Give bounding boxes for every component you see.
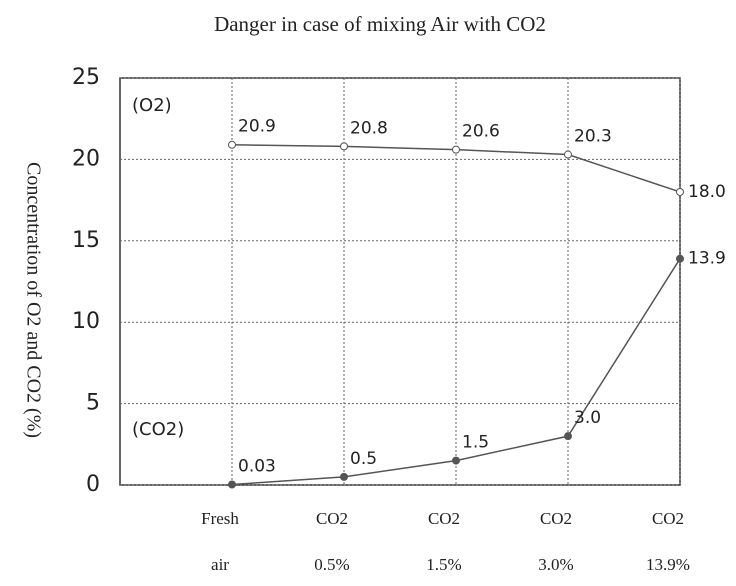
y-tick-label: 20 bbox=[72, 146, 100, 171]
series-name: (O2) bbox=[132, 95, 172, 116]
chart-title: Danger in case of mixing Air with CO2 bbox=[214, 12, 546, 36]
x-tick-label: 13.9% bbox=[646, 555, 690, 574]
x-tick-label: 0.5% bbox=[314, 555, 349, 574]
y-tick-label: 5 bbox=[86, 391, 100, 416]
y-tick-label: 25 bbox=[72, 65, 100, 90]
point bbox=[229, 141, 236, 148]
x-tick-label: air bbox=[211, 555, 229, 574]
x-tick-label: Fresh bbox=[201, 509, 239, 528]
data-label: 18.0 bbox=[688, 182, 726, 202]
y-tick-label: 10 bbox=[72, 309, 100, 334]
data-label: 13.9 bbox=[688, 249, 726, 269]
point bbox=[565, 433, 572, 440]
point bbox=[453, 146, 460, 153]
data-label: 0.03 bbox=[238, 457, 276, 477]
point bbox=[565, 151, 572, 158]
point bbox=[453, 457, 460, 464]
data-label: 20.9 bbox=[238, 117, 276, 137]
data-label: 3.0 bbox=[574, 408, 601, 428]
y-tick-label: 0 bbox=[86, 472, 100, 497]
point bbox=[229, 481, 236, 488]
x-tick-label: CO2 bbox=[428, 509, 460, 528]
data-label: 20.3 bbox=[574, 127, 612, 147]
x-tick-label: 3.0% bbox=[538, 555, 573, 574]
data-label: 0.5 bbox=[350, 449, 377, 469]
point bbox=[341, 473, 348, 480]
series-name: (CO2) bbox=[132, 419, 184, 440]
y-tick-label: 15 bbox=[72, 228, 100, 253]
data-label: 20.8 bbox=[350, 118, 388, 138]
data-label: 20.6 bbox=[462, 122, 500, 142]
point bbox=[677, 188, 684, 195]
x-tick-label: CO2 bbox=[316, 509, 348, 528]
x-tick-label: CO2 bbox=[540, 509, 572, 528]
x-tick-label: 1.5% bbox=[426, 555, 461, 574]
chart: Danger in case of mixing Air with CO2 Co… bbox=[0, 0, 736, 586]
x-tick-label: CO2 bbox=[652, 509, 684, 528]
point bbox=[677, 255, 684, 262]
data-label: 1.5 bbox=[462, 433, 489, 453]
y-axis-label: Concentration of O2 and CO2 (%) bbox=[22, 162, 44, 438]
point bbox=[341, 143, 348, 150]
